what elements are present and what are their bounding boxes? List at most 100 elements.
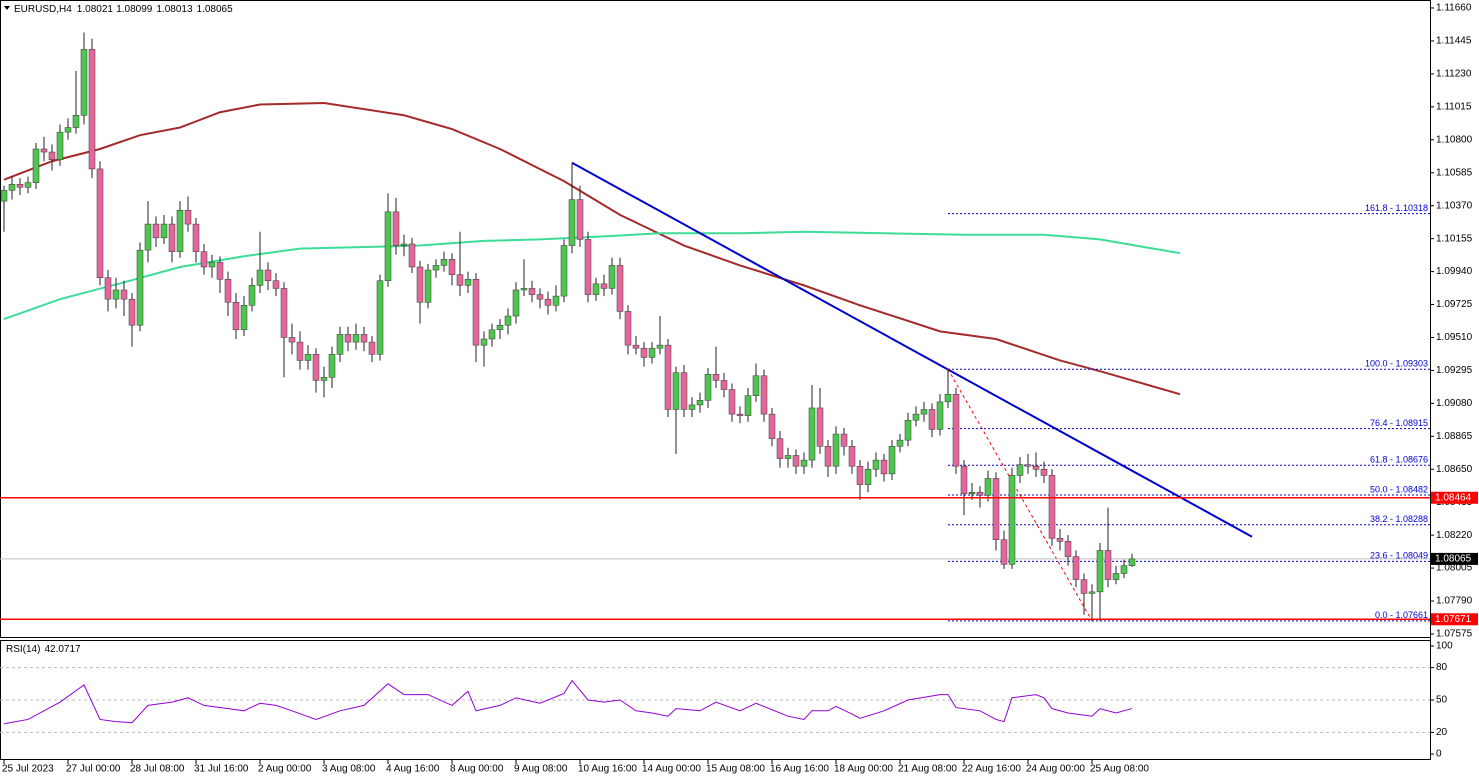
- candle-body: [424, 269, 432, 303]
- candle-body: [648, 347, 656, 358]
- price-label: 1.08065: [1435, 554, 1472, 565]
- trendline: [571, 161, 1253, 538]
- candle-body: [8, 183, 16, 191]
- x-tick-label: 22 Aug 16:00: [962, 764, 1021, 775]
- rsi-label: RSI(14): [6, 644, 40, 655]
- fib-label: 38.2 - 1.08288: [1370, 514, 1428, 524]
- candle-body: [872, 459, 880, 470]
- candle-body: [256, 269, 264, 286]
- candle-body: [1064, 541, 1072, 557]
- y-tick-label: 1.08650: [1436, 464, 1473, 475]
- candle-body: [736, 413, 744, 416]
- candle-body: [1056, 537, 1064, 542]
- candle-body: [712, 374, 720, 381]
- y-tick-label: 1.08005: [1436, 563, 1473, 574]
- moving-average: [3, 230, 1181, 321]
- x-tick-label: 27 Jul 00:00: [66, 764, 121, 775]
- y-tick-label: 1.08220: [1436, 530, 1473, 541]
- candle-body: [840, 433, 848, 447]
- y-tick-label: 1.07575: [1436, 629, 1473, 640]
- x-tick-label: 28 Jul 08:00: [130, 764, 185, 775]
- candle-body: [992, 478, 1000, 541]
- candle-body: [264, 269, 272, 282]
- candle-body: [104, 277, 112, 300]
- candle-body: [760, 375, 768, 415]
- y-tick-label: 1.09510: [1436, 332, 1473, 343]
- candle-body: [512, 289, 520, 317]
- y-tick-label: 20: [1436, 727, 1448, 738]
- candle-body: [40, 148, 48, 153]
- candle-body: [496, 324, 504, 331]
- candle-body: [584, 239, 592, 295]
- candle-body: [400, 243, 408, 246]
- candle-body: [304, 354, 312, 361]
- candle-body: [1088, 591, 1096, 594]
- candle-body: [56, 131, 64, 160]
- candle-body: [456, 274, 464, 286]
- candle-body: [960, 465, 968, 495]
- candle-body: [1000, 539, 1008, 565]
- candle-body: [480, 338, 488, 346]
- x-tick-label: 16 Aug 16:00: [770, 764, 829, 775]
- candle-body: [696, 400, 704, 406]
- candle-body: [624, 311, 632, 346]
- candle-body: [608, 265, 616, 289]
- candle-body: [32, 148, 40, 183]
- candle-body: [632, 344, 640, 349]
- candle-body: [168, 223, 176, 252]
- candle-body: [360, 334, 368, 343]
- candle-body: [448, 259, 456, 275]
- candle-body: [416, 266, 424, 303]
- candle-body: [888, 446, 896, 475]
- candle-body: [1040, 469, 1048, 476]
- candle-body: [1128, 558, 1136, 566]
- candle-body: [944, 393, 952, 403]
- candle-body: [440, 259, 448, 266]
- candle-body: [984, 478, 992, 496]
- close-value: 1.08065: [197, 4, 234, 15]
- candle-body: [288, 337, 296, 343]
- y-tick-label: 1.07790: [1436, 596, 1473, 607]
- candle-body: [656, 344, 664, 349]
- candle-body: [848, 446, 856, 467]
- candle-body: [744, 395, 752, 416]
- candle-body: [48, 151, 56, 160]
- x-tick-label: 3 Aug 08:00: [322, 764, 376, 775]
- y-tick-label: 1.10155: [1436, 233, 1473, 244]
- candle-body: [136, 249, 144, 326]
- candle-body: [552, 295, 560, 306]
- candle-body: [152, 223, 160, 239]
- candle-body: [88, 49, 96, 170]
- candle-body: [344, 334, 352, 343]
- candle-body: [816, 407, 824, 447]
- candle-body: [672, 372, 680, 410]
- y-tick-label: 0: [1436, 749, 1442, 760]
- y-tick-label: 50: [1436, 695, 1448, 706]
- candle-body: [320, 377, 328, 381]
- candle-body: [328, 354, 336, 378]
- candle-body: [616, 265, 624, 312]
- y-tick-label: 1.09940: [1436, 266, 1473, 277]
- candle-body: [952, 393, 960, 467]
- y-tick-label: 1.08865: [1436, 431, 1473, 442]
- candle-body: [384, 211, 392, 282]
- candle-body: [144, 223, 152, 251]
- candle-body: [968, 491, 976, 495]
- candle-body: [216, 262, 224, 280]
- candle-body: [160, 223, 168, 239]
- candle-body: [856, 465, 864, 485]
- candle-body: [704, 374, 712, 401]
- candle-body: [976, 491, 984, 496]
- candle-body: [832, 433, 840, 467]
- open-value: 1.08021: [77, 4, 114, 15]
- y-tick-label: 1.11660: [1436, 3, 1472, 14]
- high-value: 1.08099: [116, 4, 153, 15]
- candle-body: [280, 288, 288, 338]
- candle-body: [1016, 464, 1024, 476]
- x-tick-label: 2 Aug 00:00: [258, 764, 312, 775]
- candle-body: [472, 278, 480, 346]
- x-tick-label: 14 Aug 00:00: [642, 764, 701, 775]
- y-tick-label: 1.11015: [1436, 101, 1472, 112]
- candle-body: [824, 446, 832, 467]
- candle-body: [224, 278, 232, 303]
